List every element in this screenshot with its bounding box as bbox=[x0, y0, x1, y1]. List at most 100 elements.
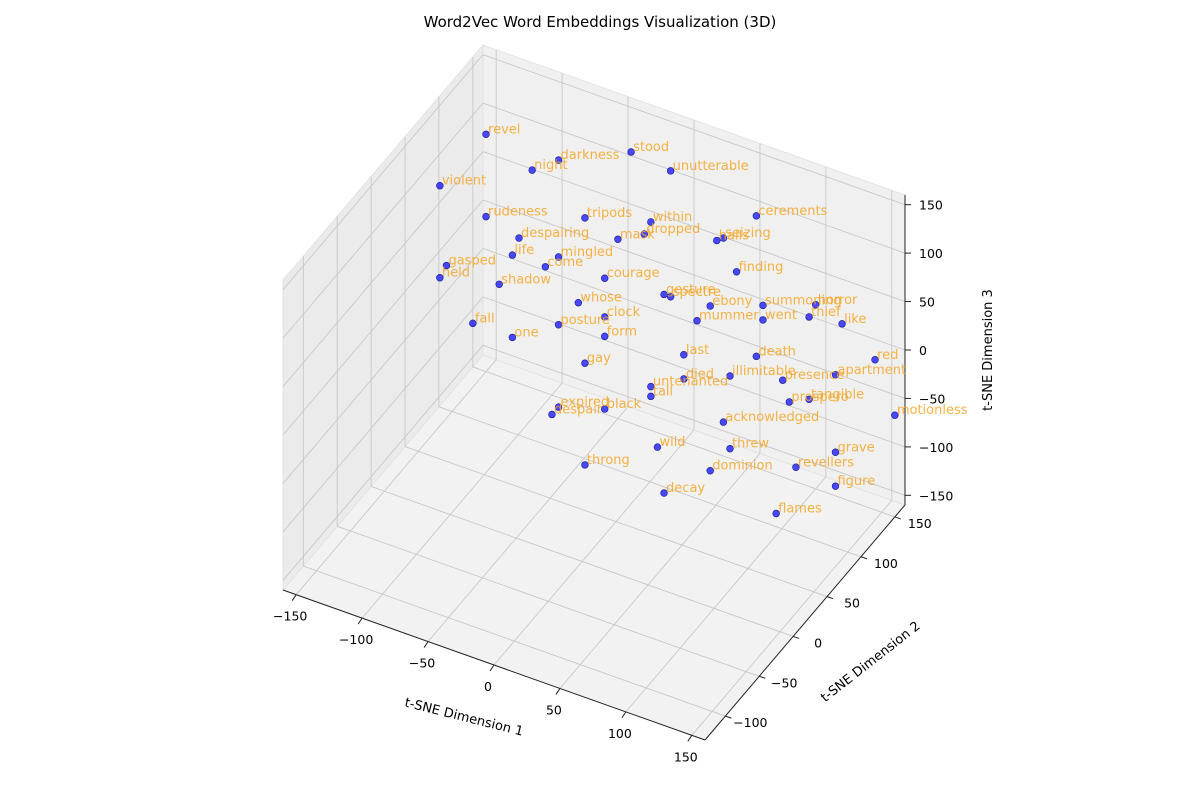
y-axis-line bbox=[704, 504, 906, 741]
point-label: tripods bbox=[587, 206, 633, 221]
tick-labels: −150 −100 −50 0 50 100 150 −100 −50 0 50 100 150 −150… bbox=[273, 198, 953, 765]
point-label: death bbox=[758, 344, 796, 359]
point-label: dominion bbox=[712, 459, 773, 474]
point-label: went bbox=[765, 308, 797, 323]
data-point bbox=[785, 398, 794, 406]
data-point bbox=[581, 214, 589, 222]
data-point bbox=[831, 371, 840, 379]
point-label: violent bbox=[442, 174, 486, 189]
x-tick-mark bbox=[621, 711, 627, 719]
y-grid-line bbox=[370, 486, 794, 637]
point-label: within bbox=[653, 210, 692, 225]
z-tick-label: −50 bbox=[919, 391, 945, 406]
data-point bbox=[772, 509, 780, 518]
y-tick-label: −50 bbox=[771, 675, 797, 690]
z-axis-label: t-SNE Dimension 3 bbox=[981, 289, 996, 411]
point-label: life bbox=[514, 243, 534, 258]
point-label: horror bbox=[818, 293, 858, 308]
data-point bbox=[891, 411, 899, 419]
point-label: flames bbox=[778, 502, 822, 517]
data-point bbox=[574, 299, 583, 307]
data-point bbox=[515, 234, 523, 242]
point-label: come bbox=[547, 255, 583, 270]
data-point bbox=[601, 405, 609, 413]
data-point bbox=[660, 489, 668, 497]
y-tick-mark bbox=[725, 715, 732, 719]
point-labels: stood unutterable cerements revel darknessni… bbox=[442, 122, 968, 516]
z-grid-line bbox=[482, 199, 906, 351]
grid-lines bbox=[282, 49, 906, 736]
point-label: gesture bbox=[666, 282, 715, 297]
data-point bbox=[482, 130, 490, 138]
y-tick-mark bbox=[894, 516, 901, 520]
data-point bbox=[627, 148, 635, 156]
x-tick-label: −100 bbox=[339, 632, 373, 647]
point-label: dropped bbox=[646, 222, 700, 237]
data-point bbox=[508, 251, 517, 259]
point-label: gay bbox=[587, 351, 611, 366]
data-point bbox=[706, 302, 714, 310]
x-tick-label: −50 bbox=[409, 656, 435, 671]
data-point bbox=[554, 156, 563, 164]
data-point bbox=[436, 181, 444, 190]
point-label: untenanted bbox=[653, 375, 728, 390]
data-point bbox=[508, 333, 517, 342]
point-label: acknowledged bbox=[725, 410, 819, 425]
data-point bbox=[805, 313, 813, 321]
point-label: died bbox=[686, 367, 714, 382]
data-point bbox=[666, 167, 675, 175]
y-grid-line bbox=[337, 525, 760, 677]
data-point bbox=[812, 301, 820, 309]
data-point bbox=[647, 392, 655, 401]
x-tick-mark bbox=[291, 594, 297, 601]
data-point bbox=[601, 274, 609, 282]
point-label: shadow bbox=[501, 272, 551, 287]
chart-title: Word2Vec Word Embeddings Visualization (… bbox=[424, 13, 777, 31]
x-tick-label: 150 bbox=[674, 749, 698, 764]
axis-lines bbox=[282, 195, 911, 742]
x-grid-line bbox=[361, 382, 563, 619]
data-point bbox=[436, 274, 444, 282]
x-tick-mark bbox=[423, 641, 429, 648]
data-point bbox=[713, 236, 721, 245]
data-point bbox=[693, 316, 701, 325]
point-label: night bbox=[534, 158, 567, 173]
point-label: thief bbox=[811, 305, 841, 320]
data-point bbox=[640, 230, 648, 238]
y-grid-line bbox=[303, 565, 726, 717]
z-grid-line bbox=[282, 345, 484, 581]
x-tick-mark bbox=[357, 617, 363, 625]
data-point bbox=[647, 382, 655, 391]
x-tick-mark bbox=[489, 664, 495, 672]
data-point bbox=[601, 313, 609, 321]
data-point bbox=[554, 403, 563, 411]
data-point bbox=[528, 166, 536, 174]
z-tick-label: 0 bbox=[919, 343, 927, 358]
z-grid-line bbox=[282, 102, 484, 339]
point-label: rudeness bbox=[488, 205, 548, 220]
point-label: despairing bbox=[521, 226, 589, 241]
point-label: presence bbox=[785, 368, 844, 383]
z-tick-label: −100 bbox=[919, 440, 953, 455]
data-point bbox=[482, 212, 490, 221]
data-point bbox=[680, 351, 688, 359]
x-tick-label: −150 bbox=[273, 609, 307, 624]
x-grid-line bbox=[295, 359, 497, 595]
point-label: illimitable bbox=[732, 364, 796, 379]
data-point bbox=[614, 235, 622, 243]
y-tick-mark bbox=[860, 556, 868, 560]
point-label: red bbox=[877, 348, 898, 363]
point-label: like bbox=[844, 312, 866, 327]
point-label: mummer bbox=[699, 309, 759, 324]
data-point bbox=[759, 301, 767, 310]
data-point bbox=[752, 212, 761, 220]
data-point bbox=[759, 316, 767, 324]
z-grid-line bbox=[482, 344, 906, 496]
data-point bbox=[581, 359, 589, 367]
y-tick-mark bbox=[826, 596, 834, 600]
y-tick-label: −100 bbox=[733, 715, 767, 730]
z-grid-line bbox=[282, 248, 484, 484]
data-point bbox=[495, 280, 503, 288]
point-label: decay bbox=[666, 481, 705, 496]
y-grid-line bbox=[438, 406, 862, 558]
